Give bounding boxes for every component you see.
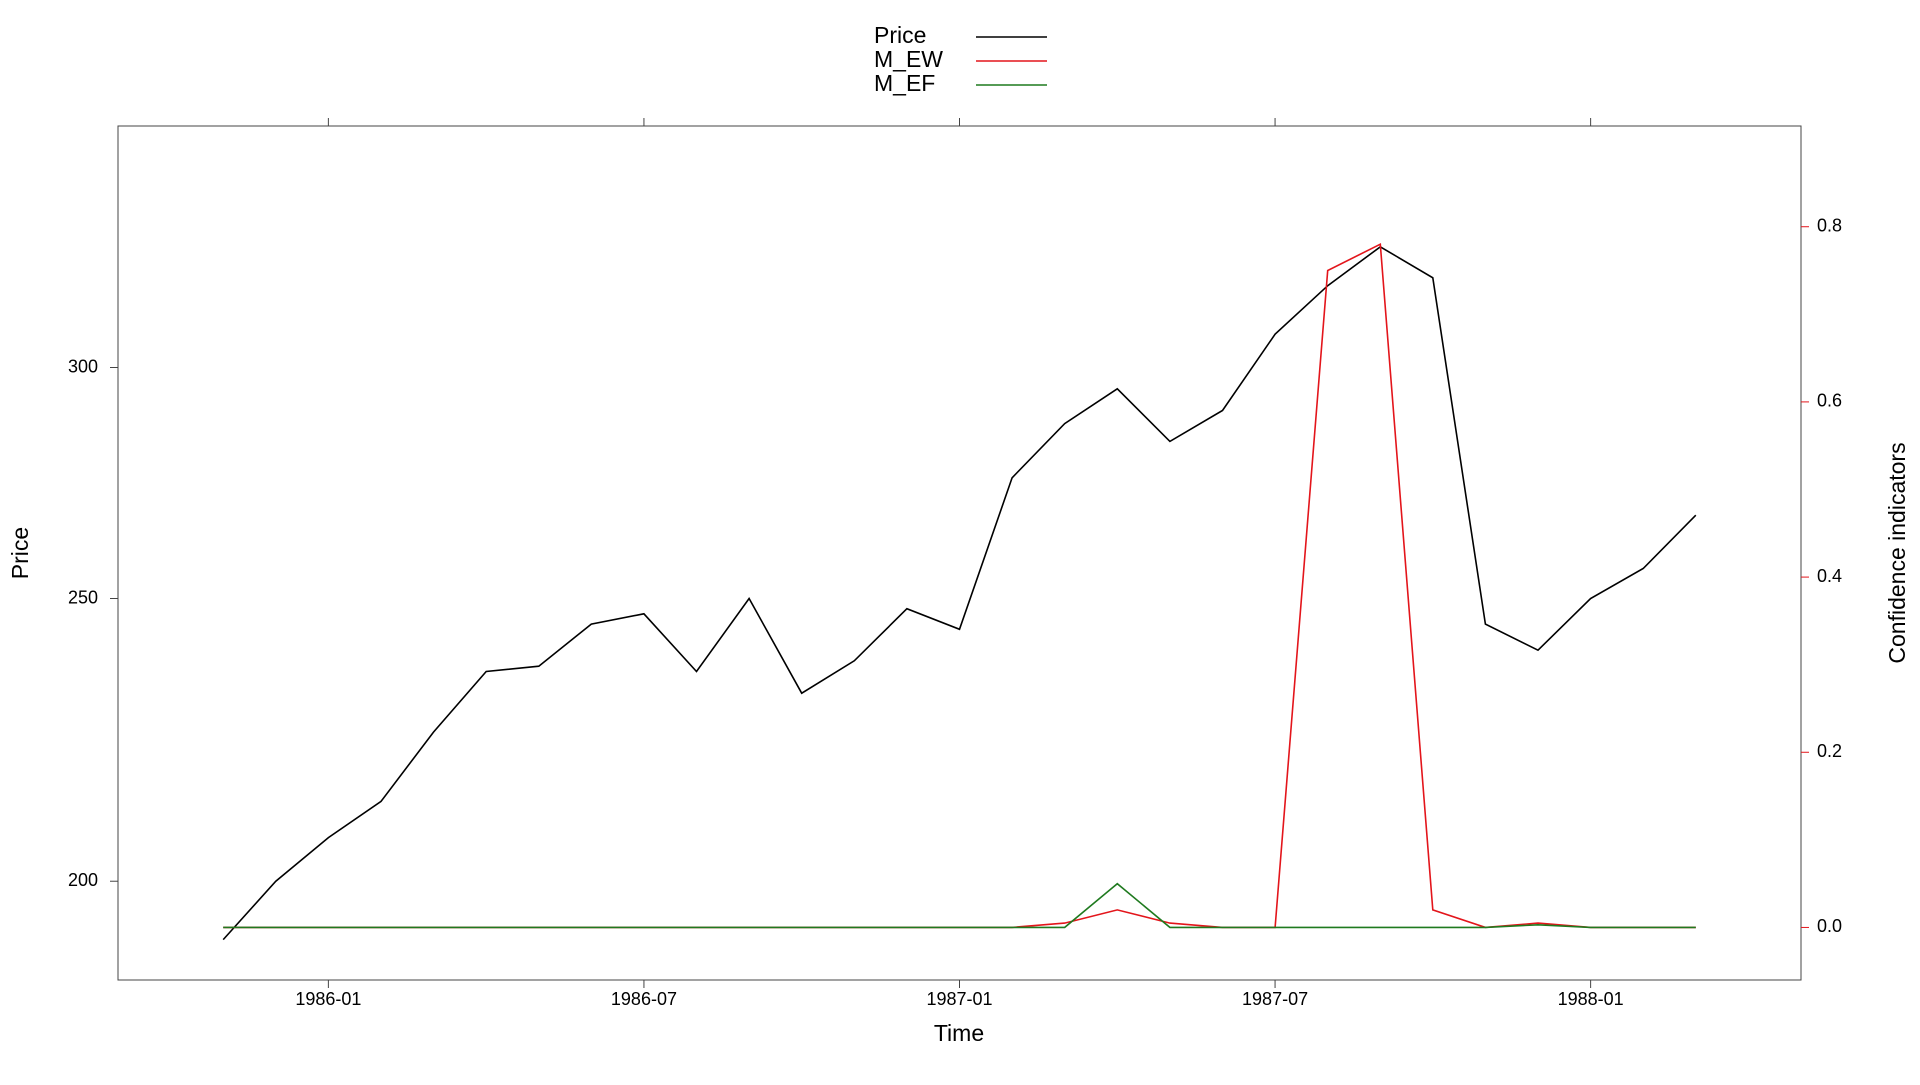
x-tick-label: 1986-07	[611, 989, 677, 1009]
y2-axis-label: Confidence indicators	[1884, 442, 1910, 663]
y2-tick-label: 0.4	[1817, 566, 1842, 586]
y2-tick-label: 0.2	[1817, 741, 1842, 761]
x-tick-label: 1987-01	[926, 989, 992, 1009]
x-axis-label: Time	[934, 1020, 984, 1046]
series-line	[223, 242, 1696, 929]
y-axis-label: Price	[7, 527, 33, 579]
y2-tick-label: 0.6	[1817, 391, 1842, 411]
series-line	[222, 245, 1697, 941]
y-tick-label: 300	[68, 356, 98, 376]
y-tick-label: 200	[68, 870, 98, 890]
x-tick-label: 1988-01	[1558, 989, 1624, 1009]
y-tick-label: 250	[68, 587, 98, 607]
legend-label: M_EW	[874, 46, 943, 72]
legend-label: M_EF	[874, 70, 935, 96]
x-tick-label: 1987-07	[1242, 989, 1308, 1009]
legend-label: Price	[874, 22, 926, 48]
y2-tick-label: 0.8	[1817, 215, 1842, 235]
plot-frame	[117, 125, 1802, 981]
series-line	[223, 882, 1696, 929]
y2-tick-label: 0.0	[1817, 916, 1842, 936]
x-tick-label: 1986-01	[295, 989, 361, 1009]
